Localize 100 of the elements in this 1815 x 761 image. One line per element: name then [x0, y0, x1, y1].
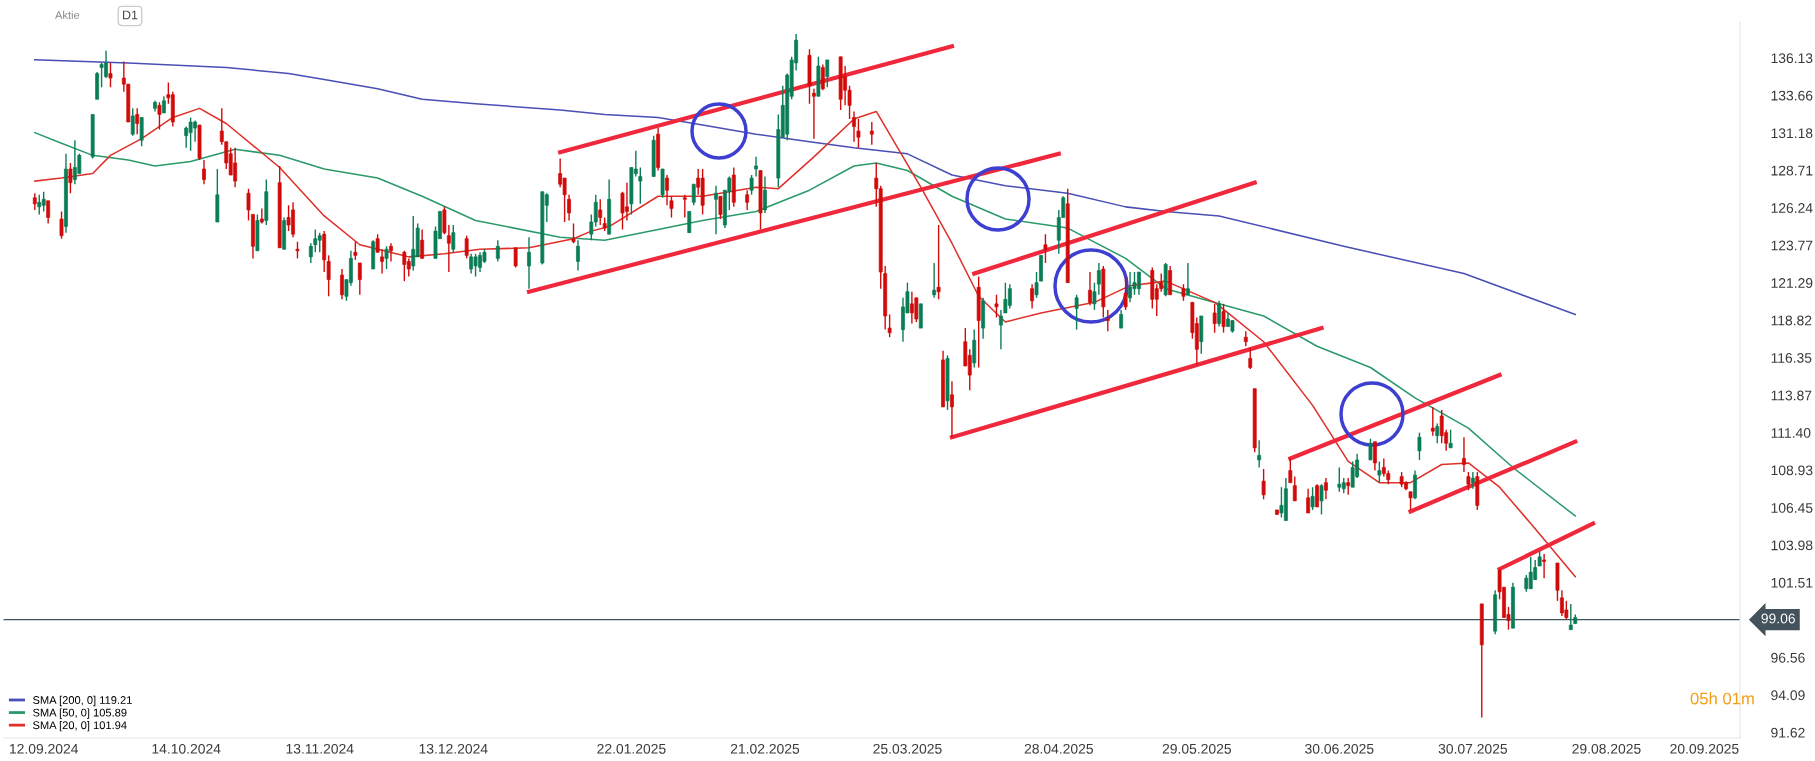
candlestick [1368, 438, 1373, 461]
candlestick [1408, 491, 1413, 511]
candlestick [451, 224, 456, 254]
y-tick-label: 94.09 [1771, 690, 1805, 701]
candlestick [37, 194, 42, 216]
y-tick-label: 113.87 [1771, 390, 1812, 401]
y-tick-label: 101.51 [1771, 577, 1813, 588]
y-tick-label: 128.71 [1771, 165, 1813, 176]
candlestick [286, 204, 291, 232]
legend-label: SMA [20, 0] 101.94 [33, 720, 127, 732]
candlestick [1088, 271, 1092, 307]
candlestick [202, 159, 206, 185]
candlestick [317, 231, 322, 254]
y-tick-label: 136.13 [1771, 53, 1813, 64]
candlestick [1030, 283, 1034, 310]
x-tick-label: 29.05.2025 [1162, 743, 1232, 754]
candlestick [1448, 428, 1453, 449]
candlestick [59, 210, 64, 240]
line-series [34, 59, 1577, 316]
candlestick [567, 194, 571, 222]
candlestick [1288, 457, 1293, 484]
candlestick [745, 189, 750, 211]
candlestick [1417, 431, 1422, 461]
text: D1 [123, 10, 138, 20]
candlestick [384, 245, 389, 270]
candlestick [598, 198, 603, 226]
line-series [34, 107, 1577, 578]
ref-line-label: 99.06 [1761, 613, 1795, 624]
candlestick [820, 63, 825, 91]
x-tick-label: 30.07.2025 [1438, 743, 1508, 754]
text: Aktie [55, 10, 80, 19]
legend-label: SMA [50, 0] 105.89 [33, 708, 127, 719]
candlestick [246, 187, 251, 222]
x-tick-label: 13.12.2024 [419, 743, 488, 754]
candlestick [1212, 303, 1217, 334]
candlestick [1373, 441, 1377, 472]
candlestick [936, 224, 941, 301]
candlestick [1119, 309, 1124, 329]
x-tick-label: 25.03.2025 [873, 743, 942, 754]
candlestick [1470, 471, 1475, 490]
candlestick [340, 268, 344, 301]
candlestick [1435, 422, 1440, 444]
candlestick [495, 239, 500, 263]
y-tick-label: 103.98 [1771, 540, 1813, 551]
candlestick [1381, 457, 1386, 478]
y-tick-label: 118.82 [1771, 315, 1812, 326]
candlestick [682, 194, 687, 219]
candlestick [812, 87, 816, 140]
candlestick [308, 242, 313, 264]
candlestick [749, 174, 754, 196]
y-tick-label: 111.40 [1771, 427, 1811, 438]
candlestick [825, 59, 830, 88]
x-tick-label: 30.06.2025 [1305, 743, 1374, 754]
y-tick-label: 96.56 [1771, 652, 1805, 663]
candlestick [1324, 477, 1328, 501]
candlestick [571, 222, 576, 244]
annotation: 05h 01m [1690, 692, 1754, 705]
candlestick [108, 62, 113, 88]
candlestick [1043, 233, 1048, 264]
candlestick [411, 215, 416, 272]
candlestick [1221, 303, 1226, 334]
candlestick [1217, 300, 1221, 328]
y-tick-label: 123.77 [1771, 240, 1813, 251]
y-tick-label: 91.62 [1771, 727, 1805, 738]
candlestick [763, 175, 767, 214]
y-tick-label: 116.35 [1771, 352, 1812, 363]
candlestick [687, 210, 692, 234]
x-tick-label: 28.04.2025 [1024, 743, 1093, 754]
candlestick [1306, 488, 1311, 514]
candlestick [68, 162, 73, 194]
candlestick [389, 242, 393, 263]
candlestick [473, 253, 478, 278]
candlestick [754, 156, 758, 178]
candlestick [1034, 271, 1039, 299]
x-tick-label: 13.11.2024 [286, 743, 354, 754]
x-tick-label: 21.02.2025 [730, 743, 800, 754]
candlestick [1310, 486, 1315, 511]
candlestick [1279, 486, 1284, 519]
candlestick [41, 191, 46, 213]
candlestick [353, 241, 358, 261]
candlestick [1186, 262, 1190, 296]
candlestick [46, 200, 51, 225]
y-tick-label: 108.93 [1771, 465, 1813, 476]
candlestick [402, 250, 407, 282]
candlestick [869, 121, 874, 146]
candlestick [188, 116, 193, 152]
y-tick-label: 131.18 [1771, 128, 1813, 139]
y-tick-label: 133.66 [1771, 90, 1813, 101]
candlestick [1319, 483, 1324, 516]
candlestick [718, 195, 723, 220]
candlestick [1542, 553, 1547, 579]
candlestick [932, 262, 937, 299]
candlestick [714, 184, 718, 235]
candlestick [576, 239, 580, 272]
candlestick [135, 107, 140, 135]
candlestick [1413, 469, 1417, 501]
candlestick [1248, 347, 1253, 370]
legend-label: SMA [200, 0] 119.21 [33, 695, 132, 707]
candlestick [469, 253, 474, 275]
candlestick [1337, 466, 1342, 493]
